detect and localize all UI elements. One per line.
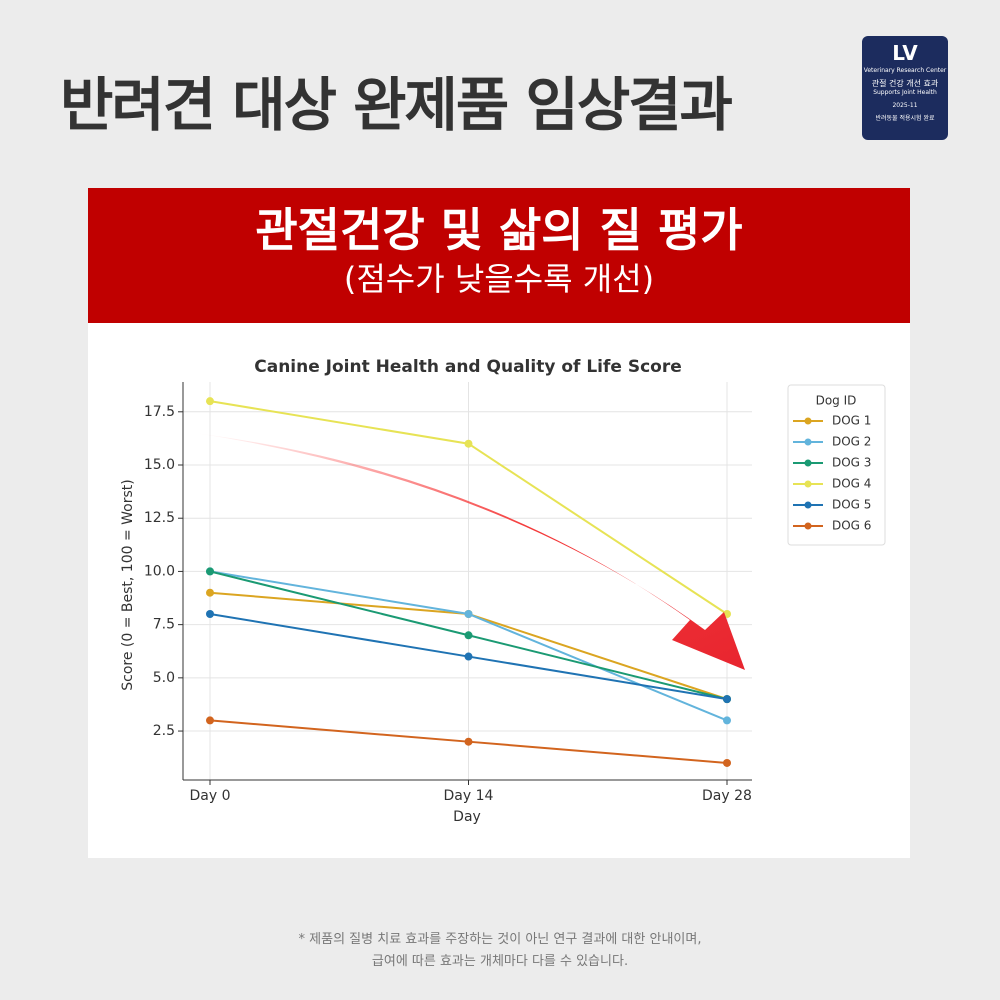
data-point bbox=[464, 439, 473, 448]
legend-label: DOG 6 bbox=[832, 519, 871, 533]
data-point bbox=[723, 758, 731, 767]
data-point bbox=[206, 716, 214, 725]
y-tick-label: 15.0 bbox=[144, 457, 175, 473]
footer-note: * 제품의 질병 치료 효과를 주장하는 것이 아닌 연구 결과에 대한 안내이… bbox=[298, 932, 702, 947]
x-tick-label: Day 14 bbox=[444, 788, 494, 804]
y-tick-label: 5.0 bbox=[153, 670, 175, 686]
badge: LV Veterinary Research Center 관절 건강 개선 효… bbox=[862, 36, 948, 140]
legend-swatch bbox=[804, 417, 812, 425]
data-point bbox=[464, 631, 473, 640]
x-tick-label: Day 28 bbox=[702, 788, 752, 804]
banner-title: 관절건강 및 삶의 질 평가 bbox=[255, 203, 743, 257]
legend-swatch bbox=[804, 522, 812, 530]
legend-label: DOG 5 bbox=[832, 498, 871, 512]
footer-note: 급여에 따른 효과는 개체마다 다를 수 있습니다. bbox=[371, 954, 629, 969]
badge-note: 반려동물 적용시험 완료 bbox=[875, 115, 935, 122]
legend-swatch bbox=[804, 480, 812, 488]
legend-label: DOG 1 bbox=[832, 414, 871, 428]
legend-swatch bbox=[804, 501, 812, 509]
legend-swatch bbox=[804, 459, 812, 467]
data-point bbox=[206, 567, 214, 576]
banner-subtitle: (점수가 낮을수록 개선) bbox=[343, 260, 655, 298]
x-tick-label: Day 0 bbox=[189, 788, 230, 804]
y-tick-label: 12.5 bbox=[144, 510, 175, 526]
y-tick-label: 7.5 bbox=[153, 617, 175, 633]
data-point bbox=[206, 588, 214, 597]
badge-claim: 관절 건강 개선 효과 bbox=[871, 79, 939, 88]
page-title: 반려견 대상 완제품 임상결과 bbox=[60, 71, 733, 139]
data-point bbox=[464, 737, 473, 746]
y-tick-label: 10.0 bbox=[144, 563, 175, 579]
data-point bbox=[206, 609, 214, 618]
legend-label: DOG 4 bbox=[832, 477, 871, 491]
badge-claim-en: Supports Joint Health bbox=[873, 89, 937, 96]
legend-swatch bbox=[804, 438, 812, 446]
legend-label: DOG 2 bbox=[832, 435, 871, 449]
data-point bbox=[723, 716, 731, 725]
data-point bbox=[723, 695, 731, 704]
data-point bbox=[206, 397, 214, 406]
y-tick-label: 17.5 bbox=[144, 404, 175, 420]
chart-title: Canine Joint Health and Quality of Life … bbox=[254, 357, 682, 377]
badge-org: Veterinary Research Center bbox=[863, 67, 947, 74]
banner: 관절건강 및 삶의 질 평가 (점수가 낮을수록 개선) bbox=[88, 188, 910, 323]
data-point bbox=[464, 652, 473, 661]
y-tick-label: 2.5 bbox=[153, 723, 175, 739]
badge-date: 2025-11 bbox=[892, 102, 918, 109]
card: 관절건강 및 삶의 질 평가 (점수가 낮을수록 개선) bbox=[88, 188, 910, 858]
data-point bbox=[464, 609, 473, 618]
legend-title: Dog ID bbox=[816, 394, 857, 408]
y-axis-label: Score (0 = Best, 100 = Worst) bbox=[120, 479, 136, 691]
legend-label: DOG 3 bbox=[832, 456, 871, 470]
trend-arrow bbox=[195, 433, 745, 670]
badge-logo: LV bbox=[892, 41, 918, 65]
x-axis-label: Day bbox=[453, 809, 481, 825]
